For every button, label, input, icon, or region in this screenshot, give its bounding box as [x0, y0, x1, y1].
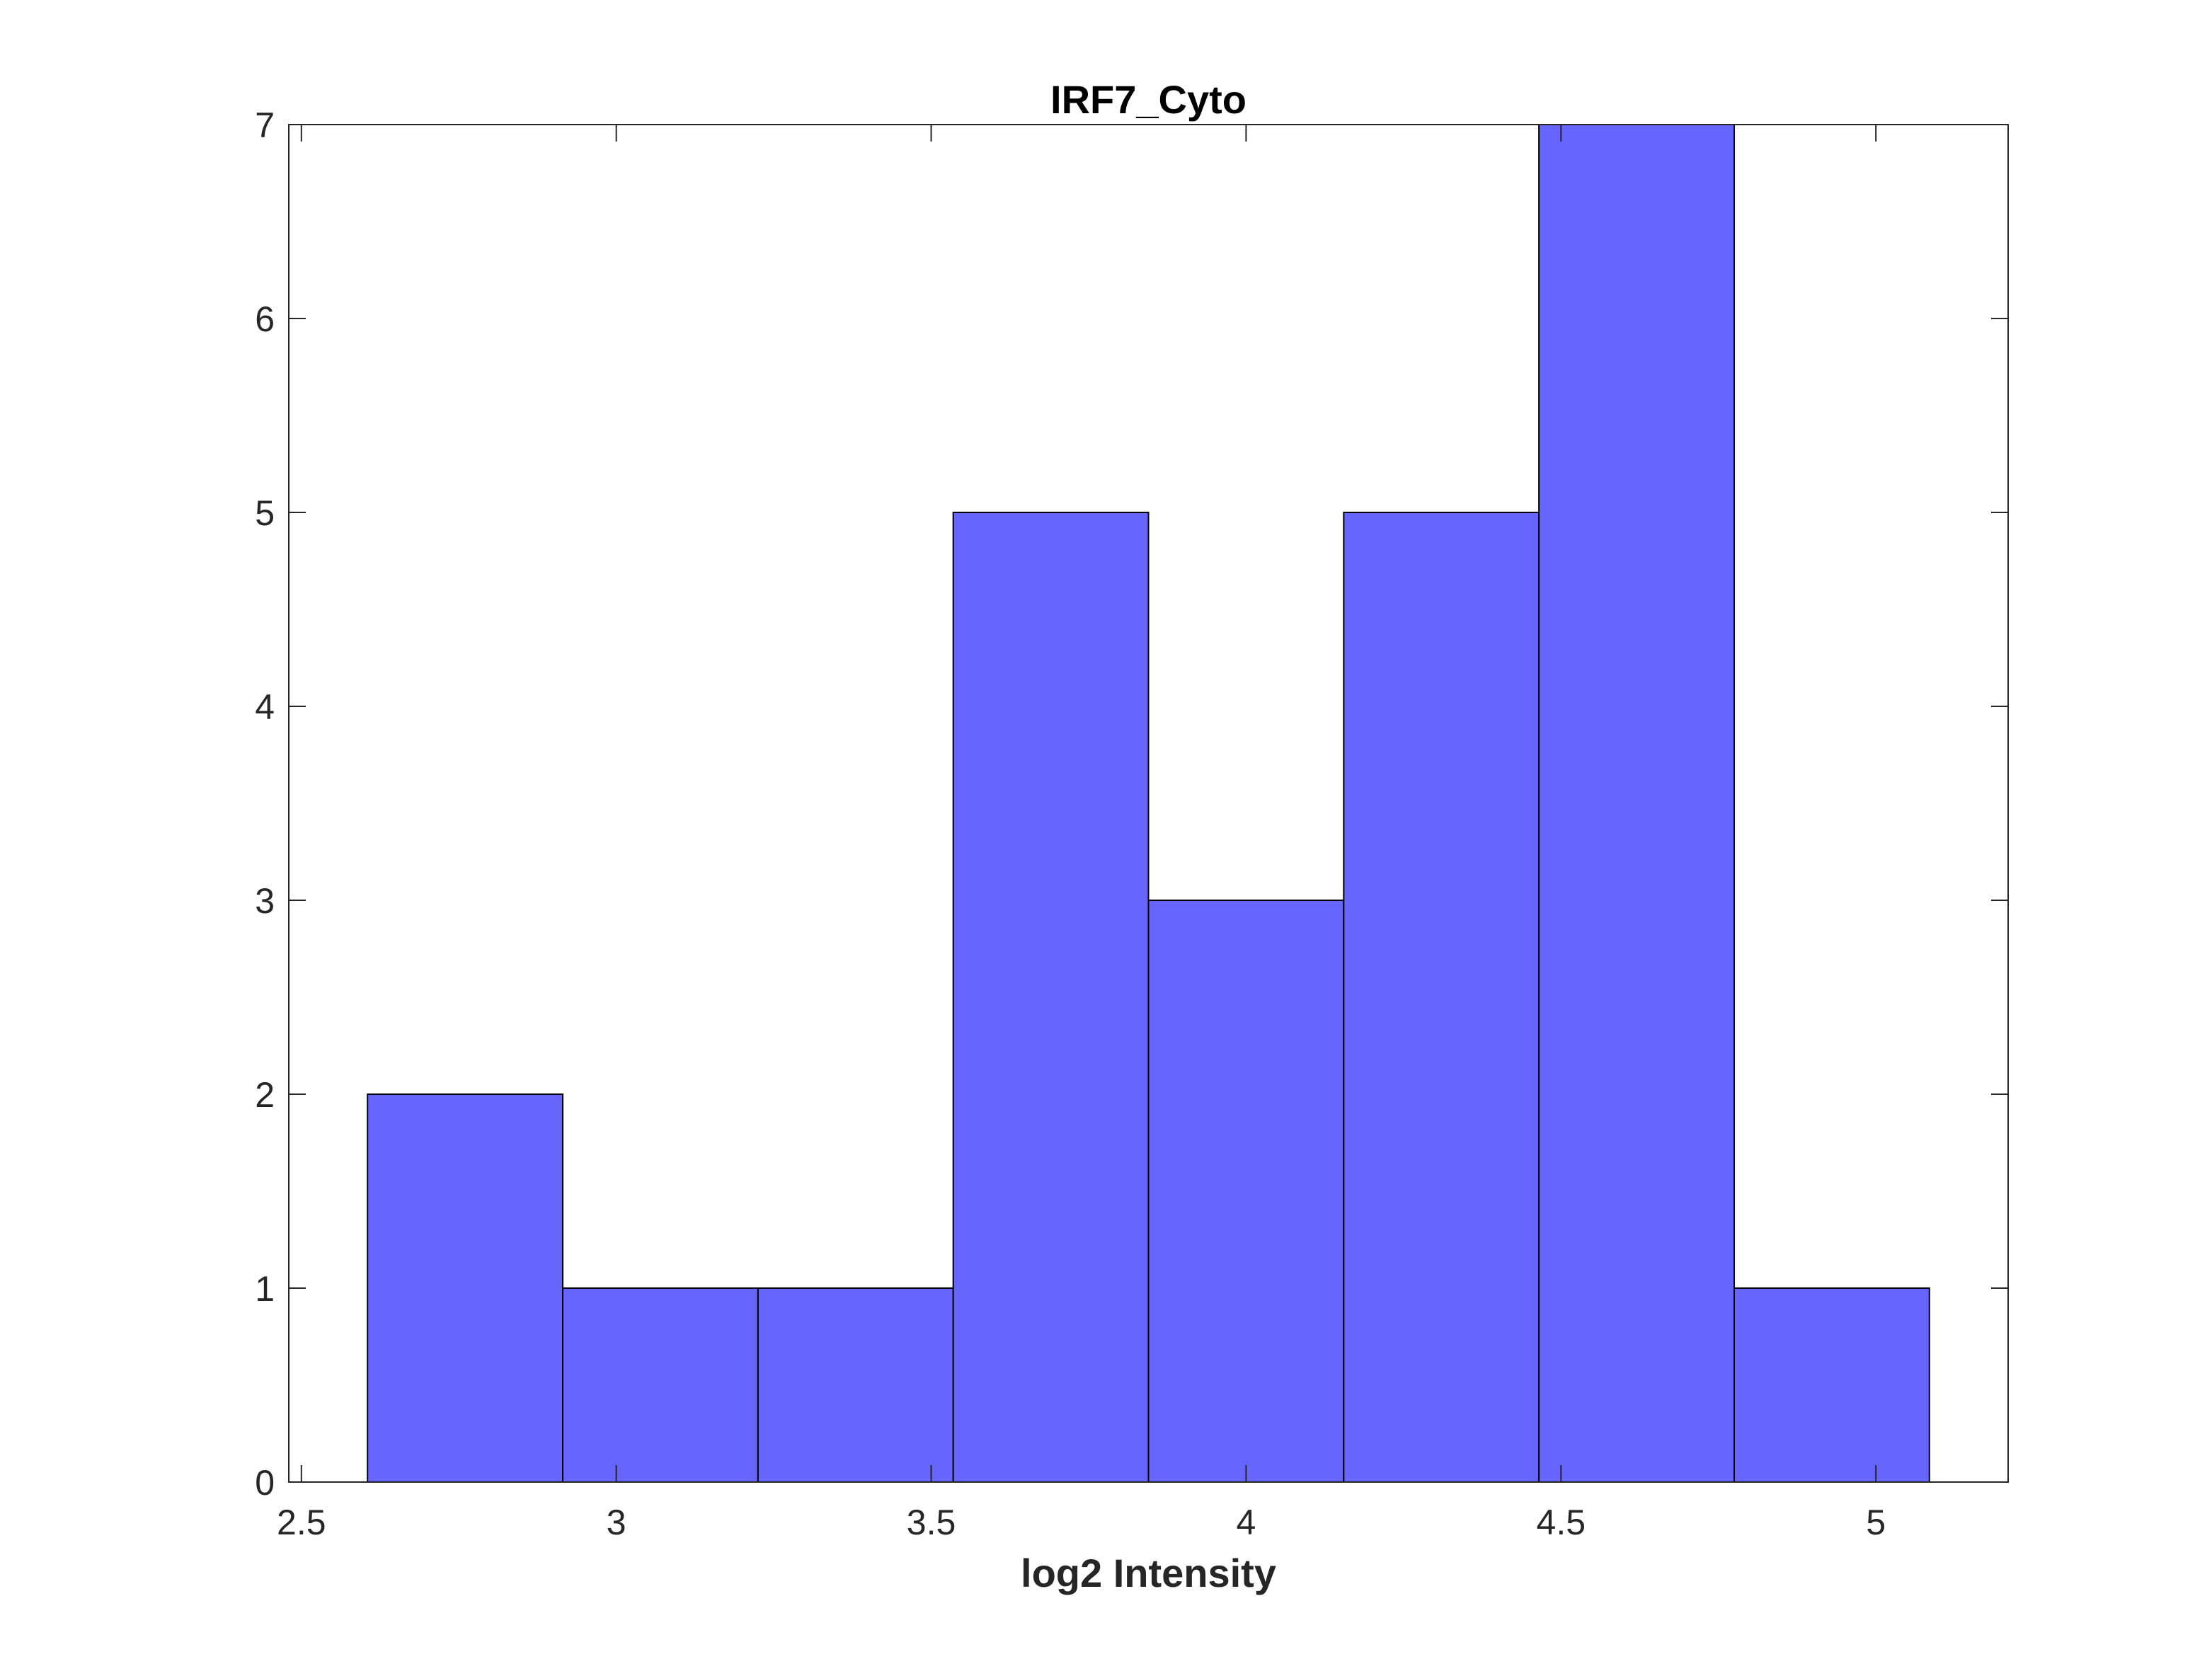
histogram-bar: [367, 1093, 564, 1483]
histogram-bar: [1147, 900, 1345, 1483]
y-tick-label: 0: [255, 1463, 275, 1503]
x-tick-label: 5: [1866, 1503, 1886, 1542]
histogram-bar: [1538, 124, 1735, 1483]
bars-group: [367, 124, 1930, 1483]
chart-title: IRF7_Cyto: [1050, 77, 1247, 122]
x-axis-label: log2 Intensity: [1021, 1551, 1276, 1595]
x-tick-label: 2.5: [277, 1503, 326, 1542]
x-tick-label: 3: [607, 1503, 626, 1542]
axes-box: [288, 124, 2009, 1483]
x-ticks-group: 2.5 3 3.5 4 4.5 5: [277, 125, 1886, 1542]
y-ticks-group: 0 1 2 3 4 5 6 7: [255, 105, 2008, 1503]
histogram-bar: [1733, 1287, 1930, 1483]
x-tick-label: 4.5: [1537, 1503, 1586, 1542]
histogram-bar: [1343, 512, 1540, 1483]
y-tick-label: 2: [255, 1075, 275, 1115]
y-tick-label: 7: [255, 105, 275, 145]
y-tick-label: 3: [255, 881, 275, 921]
y-tick-label: 5: [255, 493, 275, 533]
x-tick-label: 3.5: [907, 1503, 956, 1542]
y-tick-label: 4: [255, 687, 275, 727]
x-tick-label: 4: [1237, 1503, 1256, 1542]
y-tick-label: 1: [255, 1269, 275, 1309]
y-tick-label: 6: [255, 299, 275, 339]
histogram-bar: [562, 1287, 759, 1483]
histogram-bar: [757, 1287, 954, 1483]
histogram-bar: [952, 512, 1150, 1483]
